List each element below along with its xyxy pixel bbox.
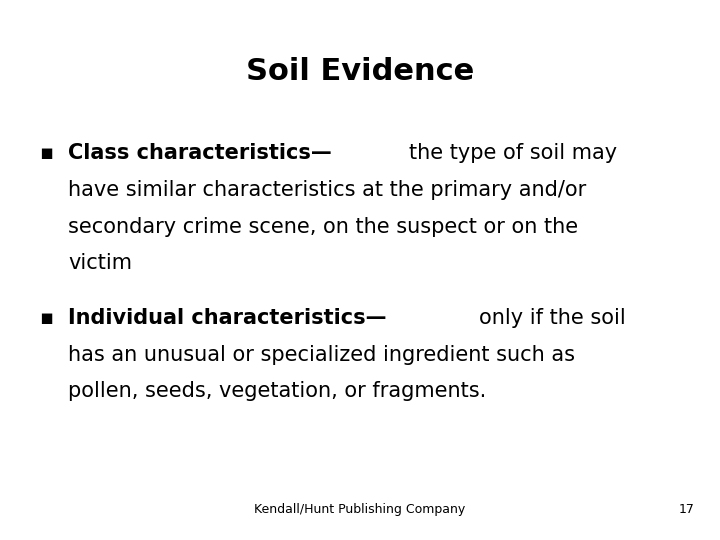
Text: have similar characteristics at the primary and/or: have similar characteristics at the prim… (68, 180, 587, 200)
Text: Kendall/Hunt Publishing Company: Kendall/Hunt Publishing Company (254, 503, 466, 516)
Text: pollen, seeds, vegetation, or fragments.: pollen, seeds, vegetation, or fragments. (68, 381, 487, 401)
Text: secondary crime scene, on the suspect or on the: secondary crime scene, on the suspect or… (68, 217, 579, 237)
Text: has an unusual or specialized ingredient such as: has an unusual or specialized ingredient… (68, 345, 575, 364)
Text: 17: 17 (679, 503, 695, 516)
Text: Individual characteristics—: Individual characteristics— (68, 308, 387, 328)
Text: the type of soil may: the type of soil may (409, 143, 617, 163)
Text: ▪: ▪ (40, 143, 54, 163)
Text: victim: victim (68, 253, 132, 273)
Text: only if the soil: only if the soil (480, 308, 626, 328)
Text: Soil Evidence: Soil Evidence (246, 57, 474, 86)
Text: ▪: ▪ (40, 308, 54, 328)
Text: Class characteristics—: Class characteristics— (68, 143, 332, 163)
